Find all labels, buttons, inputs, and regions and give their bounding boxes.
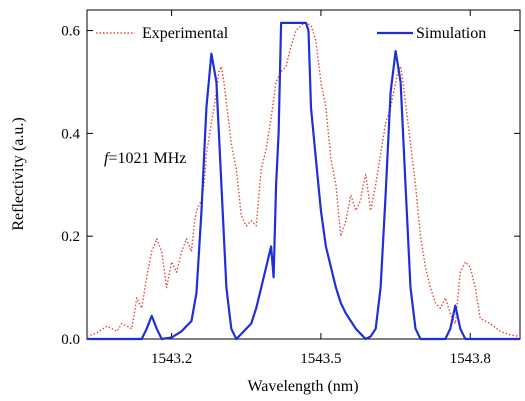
x-tick-label-0: 1543.2 xyxy=(151,351,192,367)
y-tick-label-0: 0.0 xyxy=(61,332,80,348)
plot-frame xyxy=(86,9,521,340)
series-line-simulation xyxy=(87,21,520,341)
frequency-annotation-value: =1021 MHz xyxy=(108,150,186,167)
legend-label-experimental: Experimental xyxy=(142,25,229,42)
x-tick-label-1: 1543.5 xyxy=(300,351,341,367)
legend: Experimental Simulation xyxy=(96,25,486,42)
axis-ticks: 1543.2 1543.5 1543.8 0.0 0.2 0.4 0.6 xyxy=(61,10,520,367)
y-tick-label-1: 0.2 xyxy=(61,229,80,245)
legend-label-simulation: Simulation xyxy=(416,25,486,42)
y-axis-title: Reflectivity (a.u.) xyxy=(10,117,27,230)
series-line-experimental xyxy=(86,22,521,338)
series-layer xyxy=(86,21,521,341)
frequency-annotation-symbol: f xyxy=(104,150,111,167)
x-tick-label-2: 1543.8 xyxy=(450,351,491,367)
x-axis-title: Wavelength (nm) xyxy=(247,378,358,395)
y-tick-label-3: 0.6 xyxy=(61,24,80,40)
y-tick-label-2: 0.4 xyxy=(61,126,80,142)
frequency-annotation: f=1021 MHz xyxy=(104,150,186,167)
